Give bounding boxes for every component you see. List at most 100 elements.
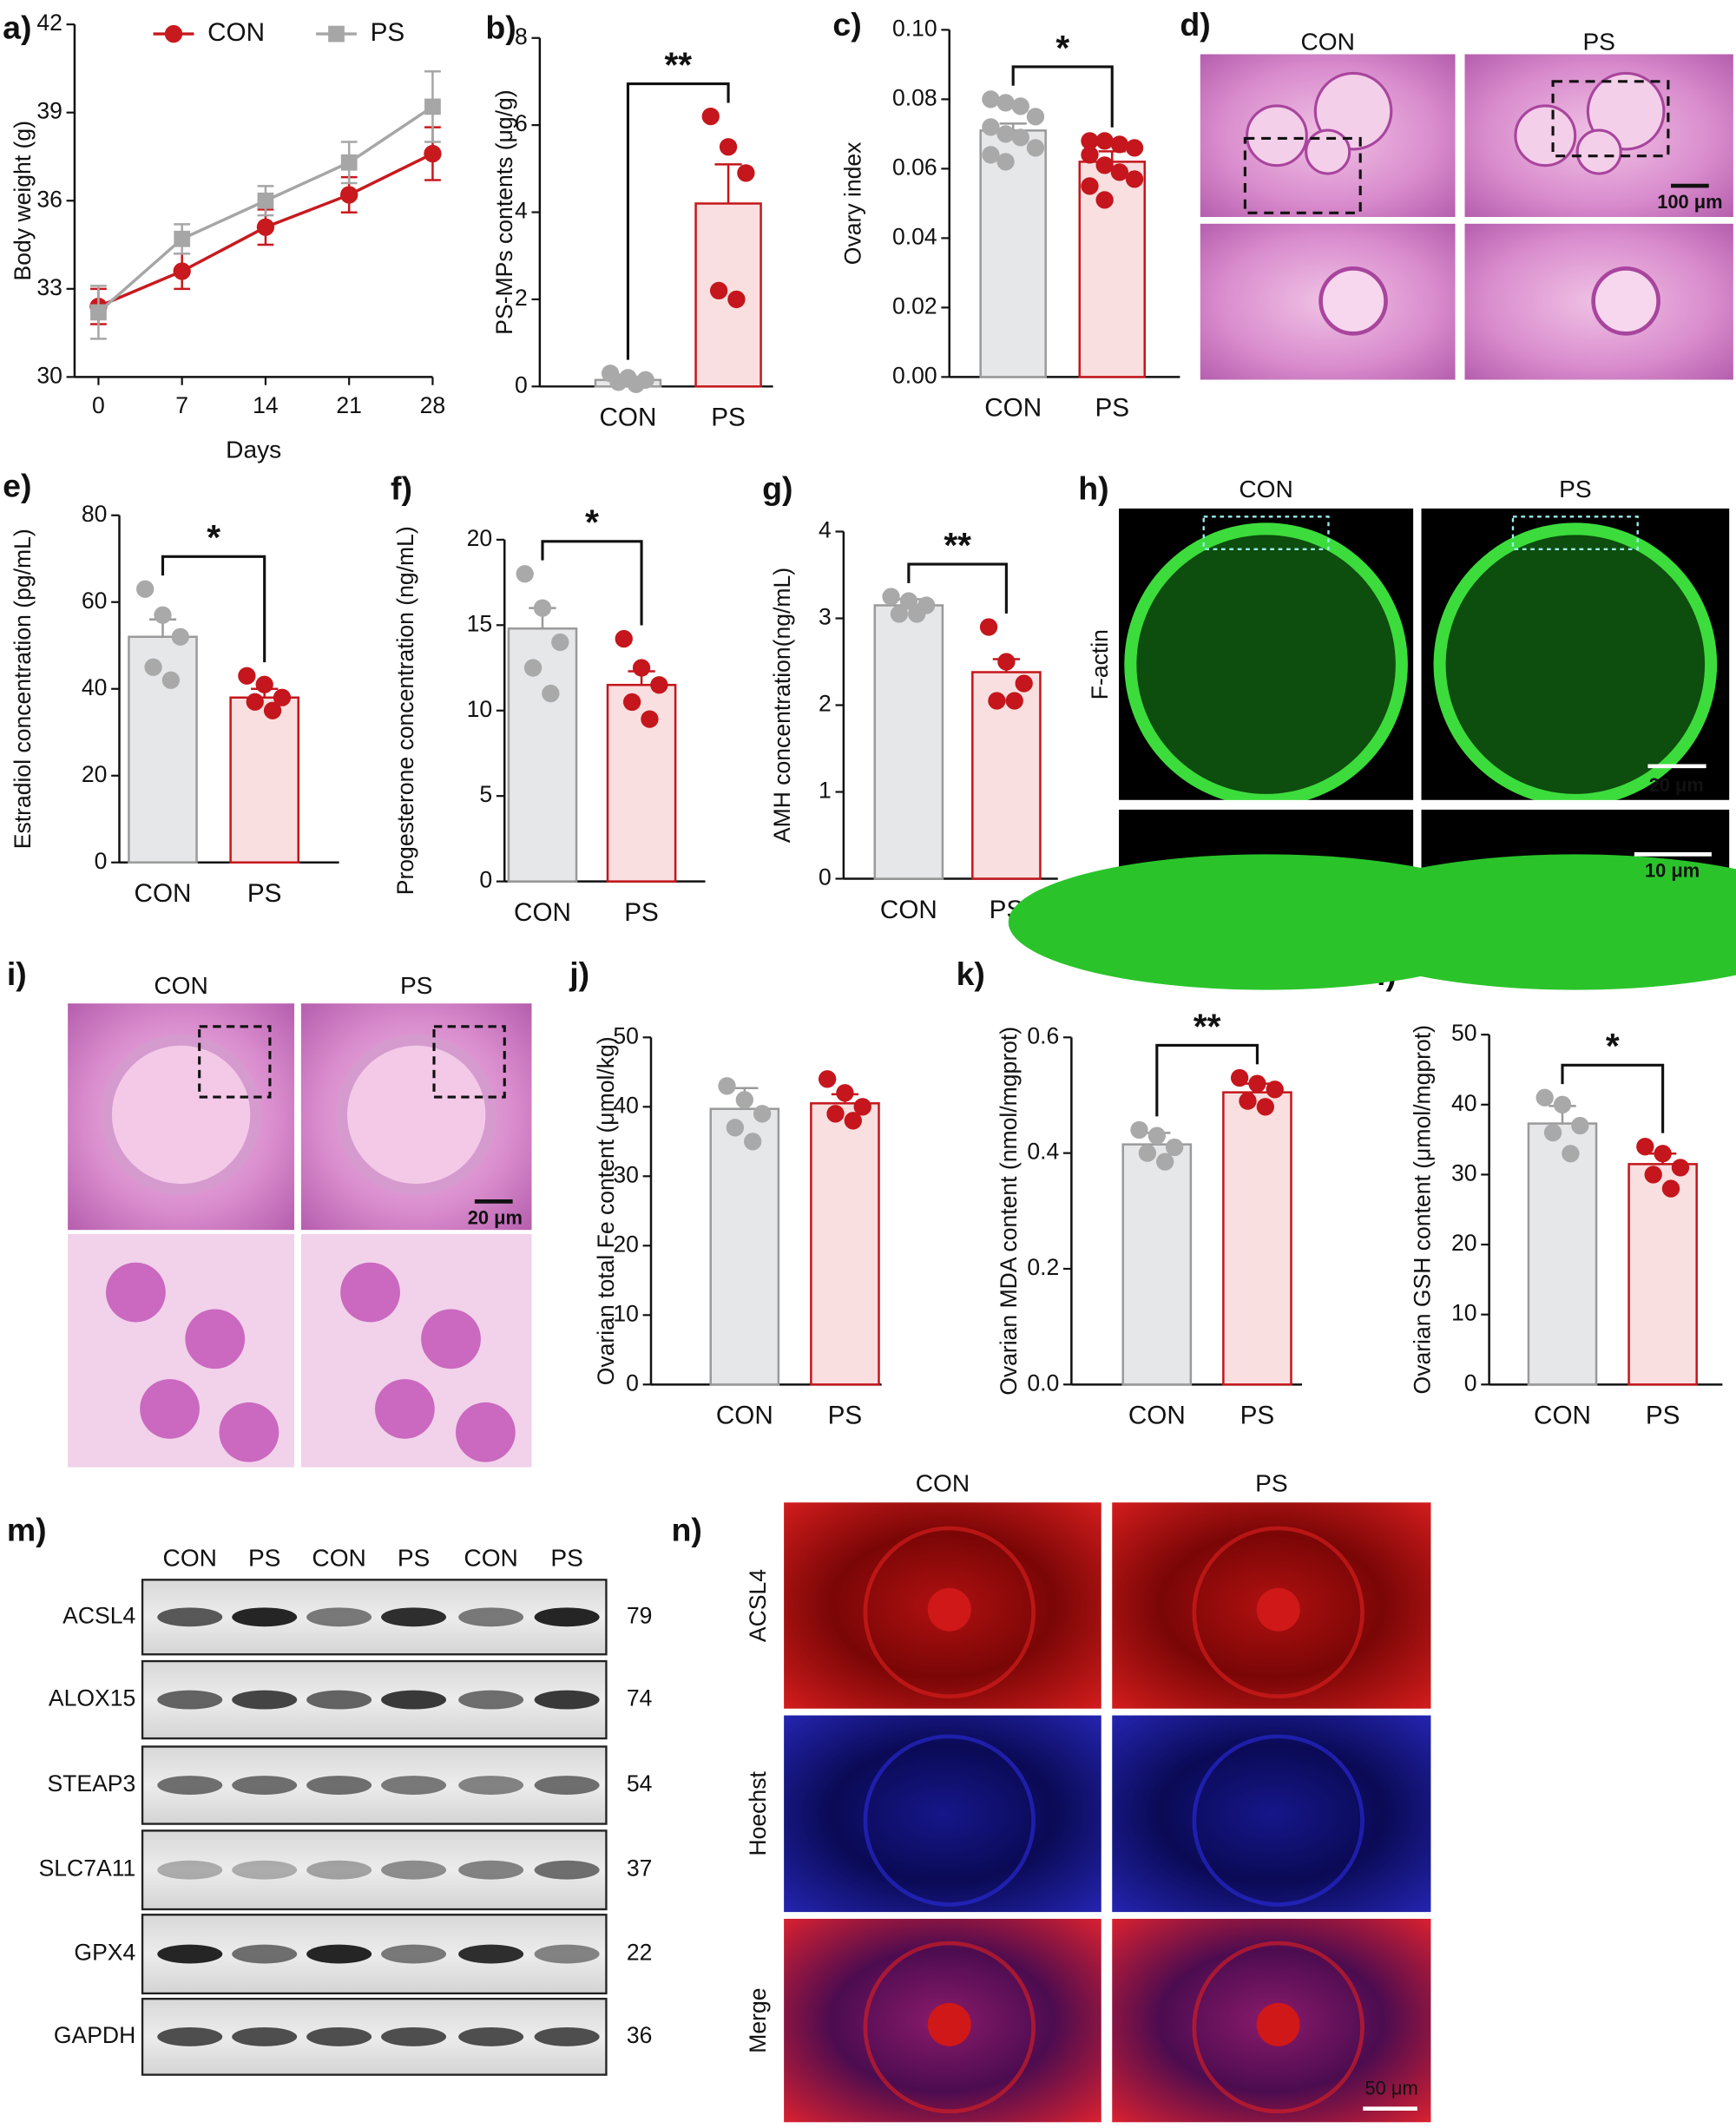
kda-label: 22 (627, 1940, 653, 1966)
y-tick-label: 0.08 (892, 84, 937, 110)
y-tick-label: 0 (515, 371, 528, 397)
follicle (1305, 128, 1351, 175)
follicle (863, 1734, 1036, 1907)
y-tick-label: 10 (467, 696, 493, 722)
panel-label: b) (485, 9, 516, 45)
data-point (238, 667, 256, 685)
data-point (1005, 692, 1023, 710)
band (232, 2026, 298, 2046)
bar (128, 635, 198, 864)
legend-label: CON (207, 18, 265, 47)
x-tick-label: CON (880, 896, 937, 924)
data-point (246, 693, 264, 711)
bar (709, 1107, 780, 1386)
zoom-box (1243, 136, 1362, 214)
bar (229, 696, 300, 864)
band (381, 1860, 447, 1880)
y-tick-label: 0.0 (1027, 1369, 1059, 1396)
significance-bracket (907, 562, 1008, 614)
significance-label: * (585, 502, 599, 542)
oocyte (1256, 2002, 1300, 2046)
x-tick-label: CON (135, 879, 192, 908)
y-tick-label: 10 (613, 1300, 639, 1326)
scale-bar-label: 100 μm (1657, 191, 1722, 213)
data-point (1011, 97, 1029, 115)
y-tick-label: 2 (515, 285, 528, 311)
blot (141, 1829, 608, 1911)
band (534, 1860, 600, 1880)
column-label: PS (1582, 28, 1615, 55)
follicle (1246, 104, 1308, 167)
y-tick-label: 50 (613, 1022, 639, 1048)
band (458, 1776, 524, 1795)
oocyte (927, 1587, 971, 1632)
bar (810, 1102, 880, 1386)
band (306, 1860, 372, 1880)
data-point (982, 146, 1000, 164)
y-tick-label: 8 (515, 23, 528, 49)
bar (507, 627, 578, 883)
panel-label: e) (3, 467, 31, 503)
y-tick-label: 0 (1464, 1369, 1477, 1396)
data-point (1015, 674, 1033, 693)
data-point (737, 164, 755, 182)
column-label: CON (1300, 28, 1354, 55)
data-point (988, 692, 1006, 710)
y-tick-label: 50 (1451, 1020, 1477, 1046)
bar (606, 683, 677, 883)
y-axis-label: Ovarian total Fe content (μmol/kg) (593, 1036, 619, 1385)
y-tick-label: 15 (467, 610, 493, 636)
cell (140, 1379, 200, 1439)
band (306, 1607, 372, 1627)
follicle (863, 1526, 1036, 1699)
panel-label: g) (762, 470, 792, 507)
y-tick-label: 4 (515, 198, 528, 224)
y-tick-label: 40 (1451, 1090, 1477, 1116)
bar (1222, 1091, 1292, 1386)
band (381, 1690, 447, 1710)
protein-label: STEAP3 (47, 1770, 135, 1796)
cell (106, 1262, 166, 1323)
data-point (1130, 1120, 1148, 1140)
significance-label: * (1055, 28, 1069, 68)
band (458, 2026, 524, 2046)
column-label: CON (916, 1469, 970, 1496)
data-point (1661, 1179, 1680, 1198)
follicle (1192, 1941, 1364, 2114)
protein-label: SLC7A11 (39, 1855, 136, 1882)
data-point (154, 606, 172, 624)
marker (424, 98, 441, 115)
x-tick-label: 7 (175, 392, 188, 418)
y-tick-label: 39 (36, 98, 62, 124)
data-point (171, 627, 189, 646)
data-point (622, 693, 641, 712)
y-tick-label: 42 (36, 10, 62, 36)
oocyte (1256, 1587, 1300, 1632)
data-point (719, 138, 738, 156)
protein-label: GPX4 (74, 1940, 135, 1966)
data-point (1239, 1092, 1257, 1110)
protein-label: GAPDH (54, 2022, 135, 2048)
follicle (1192, 1526, 1364, 1699)
band (157, 1860, 223, 1880)
data-point (1095, 191, 1114, 209)
data-point (1125, 139, 1144, 157)
data-point (1110, 135, 1128, 154)
data-point (632, 659, 651, 677)
band (534, 1607, 600, 1627)
y-tick-label: 0.6 (1027, 1022, 1059, 1048)
data-point (1654, 1145, 1672, 1163)
data-point (997, 653, 1016, 671)
data-point (836, 1084, 854, 1102)
panel-label: h) (1078, 470, 1108, 507)
y-tick-label: 20 (82, 761, 108, 787)
data-point (982, 118, 1000, 136)
data-point (1553, 1095, 1572, 1113)
x-tick-label: PS (624, 898, 659, 927)
y-tick-label: 30 (36, 362, 62, 388)
band (534, 1690, 600, 1710)
band (534, 1776, 600, 1795)
data-point (1230, 1068, 1249, 1087)
y-tick-label: 0.00 (892, 362, 937, 388)
data-point (1081, 132, 1099, 150)
